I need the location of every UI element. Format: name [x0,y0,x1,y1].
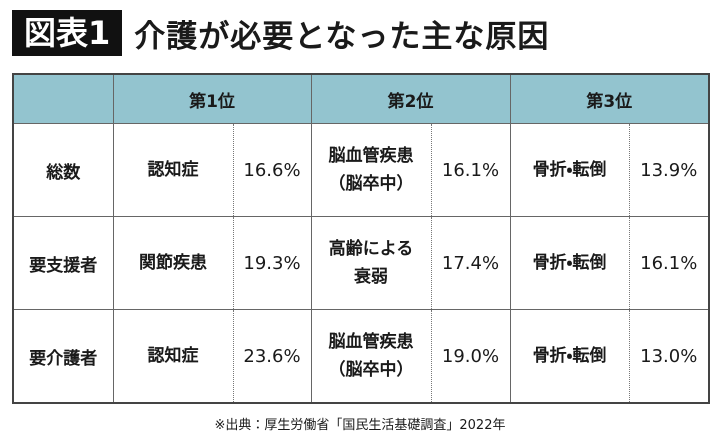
cause-line: （脳卒中） [328,360,414,380]
cause-cell: 脳血管疾患 （脳卒中） [310,123,432,217]
share-cell: 13.9% [628,123,710,217]
cause-line: 認知症 [147,346,199,366]
cause-cell: 骨折・転倒 [509,309,630,404]
table-row: 総数 認知症 16.6% 脳血管疾患 （脳卒中） 16.1% 骨折・転倒 13.9% [12,123,710,217]
cause-cell: 骨折・転倒 [509,123,630,217]
cause-line: 関節疾患 [139,253,207,273]
table-row: 要介護者 認知症 23.6% 脳血管疾患 （脳卒中） 19.0% 骨折・転倒 13.0% [12,309,710,404]
row-label: 要支援者 [12,216,114,310]
table-row: 要支援者 関節疾患 19.3% 高齢による 衰弱 17.4% 骨折・転倒 16.1% [12,216,710,310]
figure-label: 図表1 [12,10,123,56]
cause-cell: 認知症 [112,309,234,404]
cause-cell: 脳血管疾患 （脳卒中） [310,309,432,404]
source-note: ※出典：厚生労働省「国民生活基礎調査」2022年 [214,418,506,433]
rank-header: 第1位 [112,73,312,124]
share-cell: 16.6% [232,123,312,217]
header: 図表1 介護が必要となった主な原因 [12,10,549,56]
share-cell: 16.1% [628,216,710,310]
row-label: 総数 [12,123,114,217]
cause-cell: 認知症 [112,123,234,217]
rank-header: 第3位 [509,73,710,124]
share-cell: 23.6% [232,309,312,404]
cause-line: 骨折・転倒 [532,253,607,273]
rank-header: 第2位 [310,73,511,124]
share-cell: 17.4% [430,216,511,310]
header-row: 第1位 第2位 第3位 [12,73,710,124]
cause-cell: 高齢による 衰弱 [310,216,432,310]
cause-line: 衰弱 [354,267,388,287]
share-cell: 19.3% [232,216,312,310]
share-cell: 13.0% [628,309,710,404]
title: 介護が必要となった主な原因 [134,18,550,55]
cause-cell: 関節疾患 [112,216,234,310]
table-body: 総数 認知症 16.6% 脳血管疾患 （脳卒中） 16.1% 骨折・転倒 13.9% 要支援者関… [12,123,710,404]
cause-line: 骨折・転倒 [532,346,607,366]
cause-line: 脳血管疾患 [328,332,414,352]
corner-cell [12,73,114,124]
cause-line: 脳血管疾患 [328,146,414,166]
cause-line: 認知症 [147,160,199,180]
cause-line: （脳卒中） [328,174,414,194]
share-cell: 16.1% [430,123,511,217]
table: 第1位 第2位 第3位 総数 認知症 16.6% 脳血管疾患 （脳卒中） 16.1% 骨折・転倒… [12,73,710,404]
cause-cell: 骨折・転倒 [509,216,630,310]
share-cell: 19.0% [430,309,511,404]
row-label: 要介護者 [12,309,114,404]
cause-line: 骨折・転倒 [532,160,607,180]
cause-line: 高齢による [328,239,414,259]
